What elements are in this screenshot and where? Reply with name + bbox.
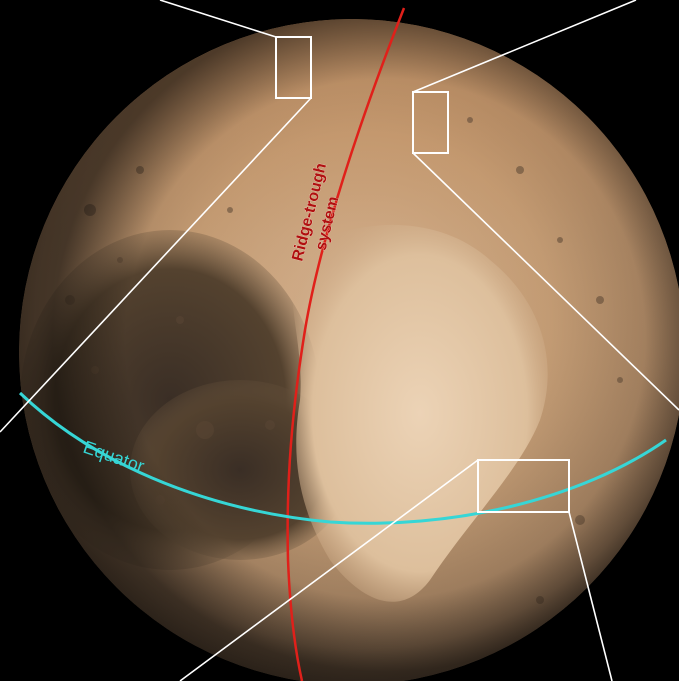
callout-box-northeast [412, 91, 449, 154]
ridge-trough-line [286, 7, 406, 681]
equator-line [18, 391, 667, 525]
callout-box-north [275, 36, 312, 99]
callout-box-southeast [477, 459, 570, 513]
